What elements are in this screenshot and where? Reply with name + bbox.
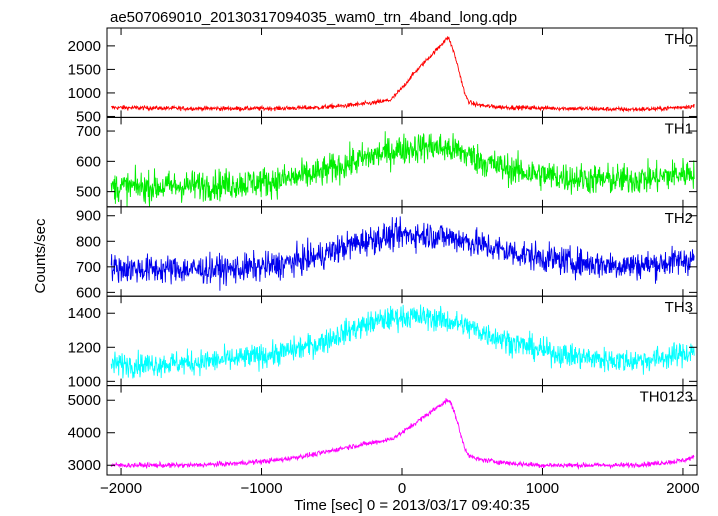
y-tick-label: 900	[76, 208, 101, 225]
x-tick-label: 2000	[666, 480, 699, 497]
y-tick-label: 5000	[68, 392, 101, 409]
panel-frame	[106, 385, 698, 476]
y-tick-label: 500	[76, 108, 101, 125]
y-tick-label: 1000	[68, 85, 101, 102]
y-tick-label: 800	[76, 233, 101, 250]
y-tick-label: 1400	[68, 305, 101, 322]
y-tick-label: 2000	[68, 38, 101, 55]
y-tick-label: 700	[76, 259, 101, 276]
y-axis-label: Counts/sec	[32, 218, 49, 294]
panel-stack: 500 1000 1500 2000 TH0 500 600 700 TH1 600 700 800 9…	[68, 27, 700, 497]
panel-frame	[106, 27, 698, 118]
x-tick-label: 0	[398, 480, 406, 497]
series-line-th2	[110, 216, 695, 291]
y-tick-label: 3000	[68, 457, 101, 474]
y-tick-label: 600	[76, 284, 101, 301]
x-tick-label: −2000	[100, 480, 142, 497]
x-tick-label: 1000	[526, 480, 559, 497]
panel-th0: 500 1000 1500 2000 TH0	[68, 27, 698, 125]
panel-label: TH1	[665, 120, 693, 137]
y-tick-label: 1500	[68, 61, 101, 78]
panel-th3: 1000 1200 1400 TH3	[68, 295, 698, 390]
chart-title: ae507069010_20130317094035_wam0_trn_4ban…	[110, 9, 517, 26]
panel-label: TH3	[665, 299, 693, 316]
y-tick-label: 1200	[68, 339, 101, 356]
panel-label: TH2	[665, 210, 693, 227]
x-tick-label: −1000	[240, 480, 282, 497]
y-tick-label: 1000	[68, 373, 101, 390]
y-tick-label: 4000	[68, 425, 101, 442]
y-tick-label: 500	[76, 184, 101, 201]
y-tick-label: 700	[76, 123, 101, 140]
x-axis-label: Time [sec] 0 = 2013/03/17 09:40:35	[294, 497, 530, 514]
series-line-th0	[110, 36, 695, 113]
panel-th0123: 3000 4000 5000 TH0123	[68, 385, 698, 476]
panel-th2: 600 700 800 900 TH2	[76, 206, 698, 301]
panel-frame	[106, 206, 698, 297]
series-line-th0123	[110, 398, 695, 471]
y-tick-label: 600	[76, 153, 101, 170]
panel-label: TH0	[665, 31, 693, 48]
panel-frame	[106, 295, 698, 387]
panel-label: TH0123	[640, 389, 693, 406]
panel-th1: 500 600 700 TH1	[76, 116, 698, 208]
series-line-th1	[110, 131, 695, 207]
series-line-th3	[110, 304, 695, 379]
panel-frame	[106, 116, 698, 208]
